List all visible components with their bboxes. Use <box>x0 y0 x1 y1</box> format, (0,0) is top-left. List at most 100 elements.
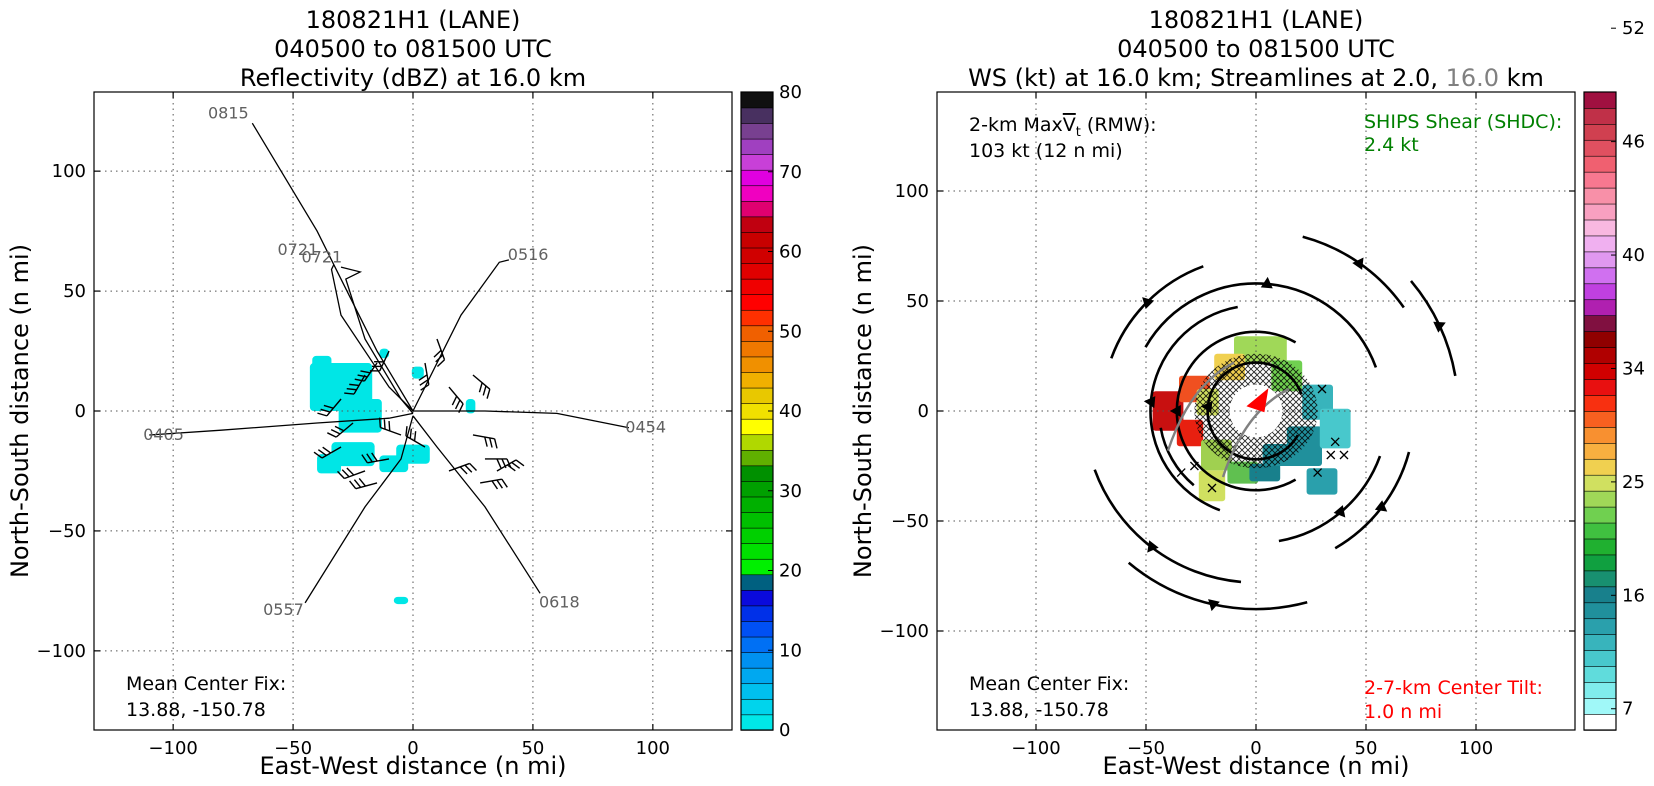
echo-patch <box>411 366 424 379</box>
left-cbar-swatch <box>740 371 774 389</box>
right-cbar-swatch <box>1583 442 1617 460</box>
wind-barb <box>433 338 446 368</box>
wind-barb <box>313 446 342 459</box>
arrowhead <box>1142 297 1155 310</box>
arrowhead <box>1374 500 1388 512</box>
left-center-fix-value: 13.88, -150.78 <box>126 699 266 721</box>
left-cbar-swatch <box>740 683 774 700</box>
track-label: 0618 <box>539 593 580 612</box>
flight-track <box>149 412 414 436</box>
streamline <box>1302 235 1405 309</box>
barb-staff <box>353 374 366 395</box>
wind-barb <box>361 452 390 464</box>
right-cbar-swatch <box>1583 649 1617 667</box>
barb-flag <box>357 374 368 378</box>
barb-flag <box>346 388 357 391</box>
left-cbar-swatch <box>740 465 774 482</box>
streamline-arrow <box>1200 401 1213 414</box>
barb-flag <box>413 431 417 442</box>
echo-patch <box>317 454 342 474</box>
wind-barb <box>484 458 512 469</box>
barb-flag <box>418 374 428 381</box>
left-cbar-swatch <box>740 231 774 249</box>
barb-staff <box>379 350 390 372</box>
right-xtick-label: 0 <box>1250 738 1261 759</box>
right-maxvt-value: 103 kt (12 n mi) <box>969 140 1123 162</box>
ws-patch <box>1198 470 1226 502</box>
left-cbar-tick-label: 70 <box>779 162 802 183</box>
right-colorbar: 716253440465258648096110125140155 <box>1583 18 1645 731</box>
right-title-line3: WS (kt) at 16.0 km; Streamlines at 2.0, … <box>968 64 1544 92</box>
left-cbar-swatch <box>740 107 774 124</box>
left-cbar-swatch <box>740 309 774 327</box>
barb-staff <box>472 434 495 440</box>
flight-track <box>304 415 414 604</box>
right-cbar-swatch <box>1583 633 1617 651</box>
right-maxvt-label: 2-km MaxVt (RMW): <box>969 114 1157 140</box>
left-ytick-label: 50 <box>63 281 86 302</box>
right-cbar-swatch <box>1583 91 1617 109</box>
echo-patch <box>338 399 382 433</box>
barb-flag <box>371 452 378 462</box>
right-cbar-swatch <box>1583 330 1617 348</box>
left-cbar-swatch <box>740 605 774 622</box>
left-cbar-swatch <box>740 542 774 560</box>
left-cbar-swatch <box>740 589 774 607</box>
barb-staff <box>436 338 446 360</box>
barb-flag <box>349 480 357 490</box>
right-maxvt-subscript: t <box>1076 125 1081 140</box>
barb-flag <box>371 365 382 368</box>
wind-barb <box>327 422 354 438</box>
wind-barb <box>378 417 402 436</box>
right-tilt-label: 2-7-km Center Tilt: <box>1364 677 1543 699</box>
barb-flag <box>349 383 360 387</box>
left-cbar-tick-label: 80 <box>779 82 802 103</box>
left-center-fix-label: Mean Center Fix: <box>126 673 286 695</box>
wind-barb <box>448 462 477 475</box>
barb-flag <box>419 379 429 386</box>
right-title-line3-main: WS (kt) at 16.0 km; Streamlines at 2.0, <box>968 64 1446 92</box>
right-cbar-swatch <box>1583 458 1617 476</box>
left-reflectivity-echoes <box>309 348 476 605</box>
left-cbar-swatch <box>740 651 774 669</box>
streamline-arrow <box>1142 297 1155 310</box>
arrowhead <box>1433 321 1446 333</box>
barb-staff <box>472 374 491 390</box>
right-cbar-swatch <box>1583 506 1617 524</box>
arrowhead <box>1333 505 1346 518</box>
left-cbar-tick-label: 30 <box>779 481 802 502</box>
right-cbar-tick-label: 34 <box>1622 358 1645 379</box>
wind-barb <box>496 459 525 472</box>
left-xtick-label: 100 <box>636 738 670 759</box>
right-cbar-tick-label: 46 <box>1622 132 1645 153</box>
barb-flag <box>433 349 442 358</box>
barb-flag <box>436 359 445 368</box>
right-gridlines <box>937 92 1575 730</box>
left-y-axis-label: North-South distance (n mi) <box>6 244 34 578</box>
right-cbar-swatch <box>1583 522 1617 540</box>
streamline-gray <box>1166 361 1235 451</box>
left-title-line3: Reflectivity (dBZ) at 16.0 km <box>240 64 586 92</box>
left-cbar-swatch <box>740 91 774 109</box>
right-cbar-frame <box>1583 91 1617 731</box>
wind-barb <box>418 362 430 391</box>
left-cbar-swatch <box>740 356 774 373</box>
ws-patch <box>1249 463 1281 482</box>
streamline <box>1159 427 1195 487</box>
track-label: 0721 <box>278 240 319 259</box>
left-cbar-tick-label: 60 <box>779 242 802 263</box>
right-cbar-swatch <box>1583 283 1617 301</box>
arrowhead <box>1147 540 1159 553</box>
barb-flag <box>482 385 487 396</box>
barb-flag <box>511 461 521 469</box>
left-ytick-label: −100 <box>37 641 86 662</box>
right-y-axis-label: North-South distance (n mi) <box>849 244 877 578</box>
right-cbar-swatch <box>1583 299 1617 317</box>
flight-track <box>251 122 414 412</box>
hatch-area <box>1194 353 1318 469</box>
wind-barb <box>317 398 342 417</box>
right-cbar-swatch <box>1583 586 1617 604</box>
barb-flag <box>361 454 368 464</box>
left-wind-barbs <box>313 338 525 490</box>
right-cbar-tick-label: 40 <box>1622 245 1645 266</box>
